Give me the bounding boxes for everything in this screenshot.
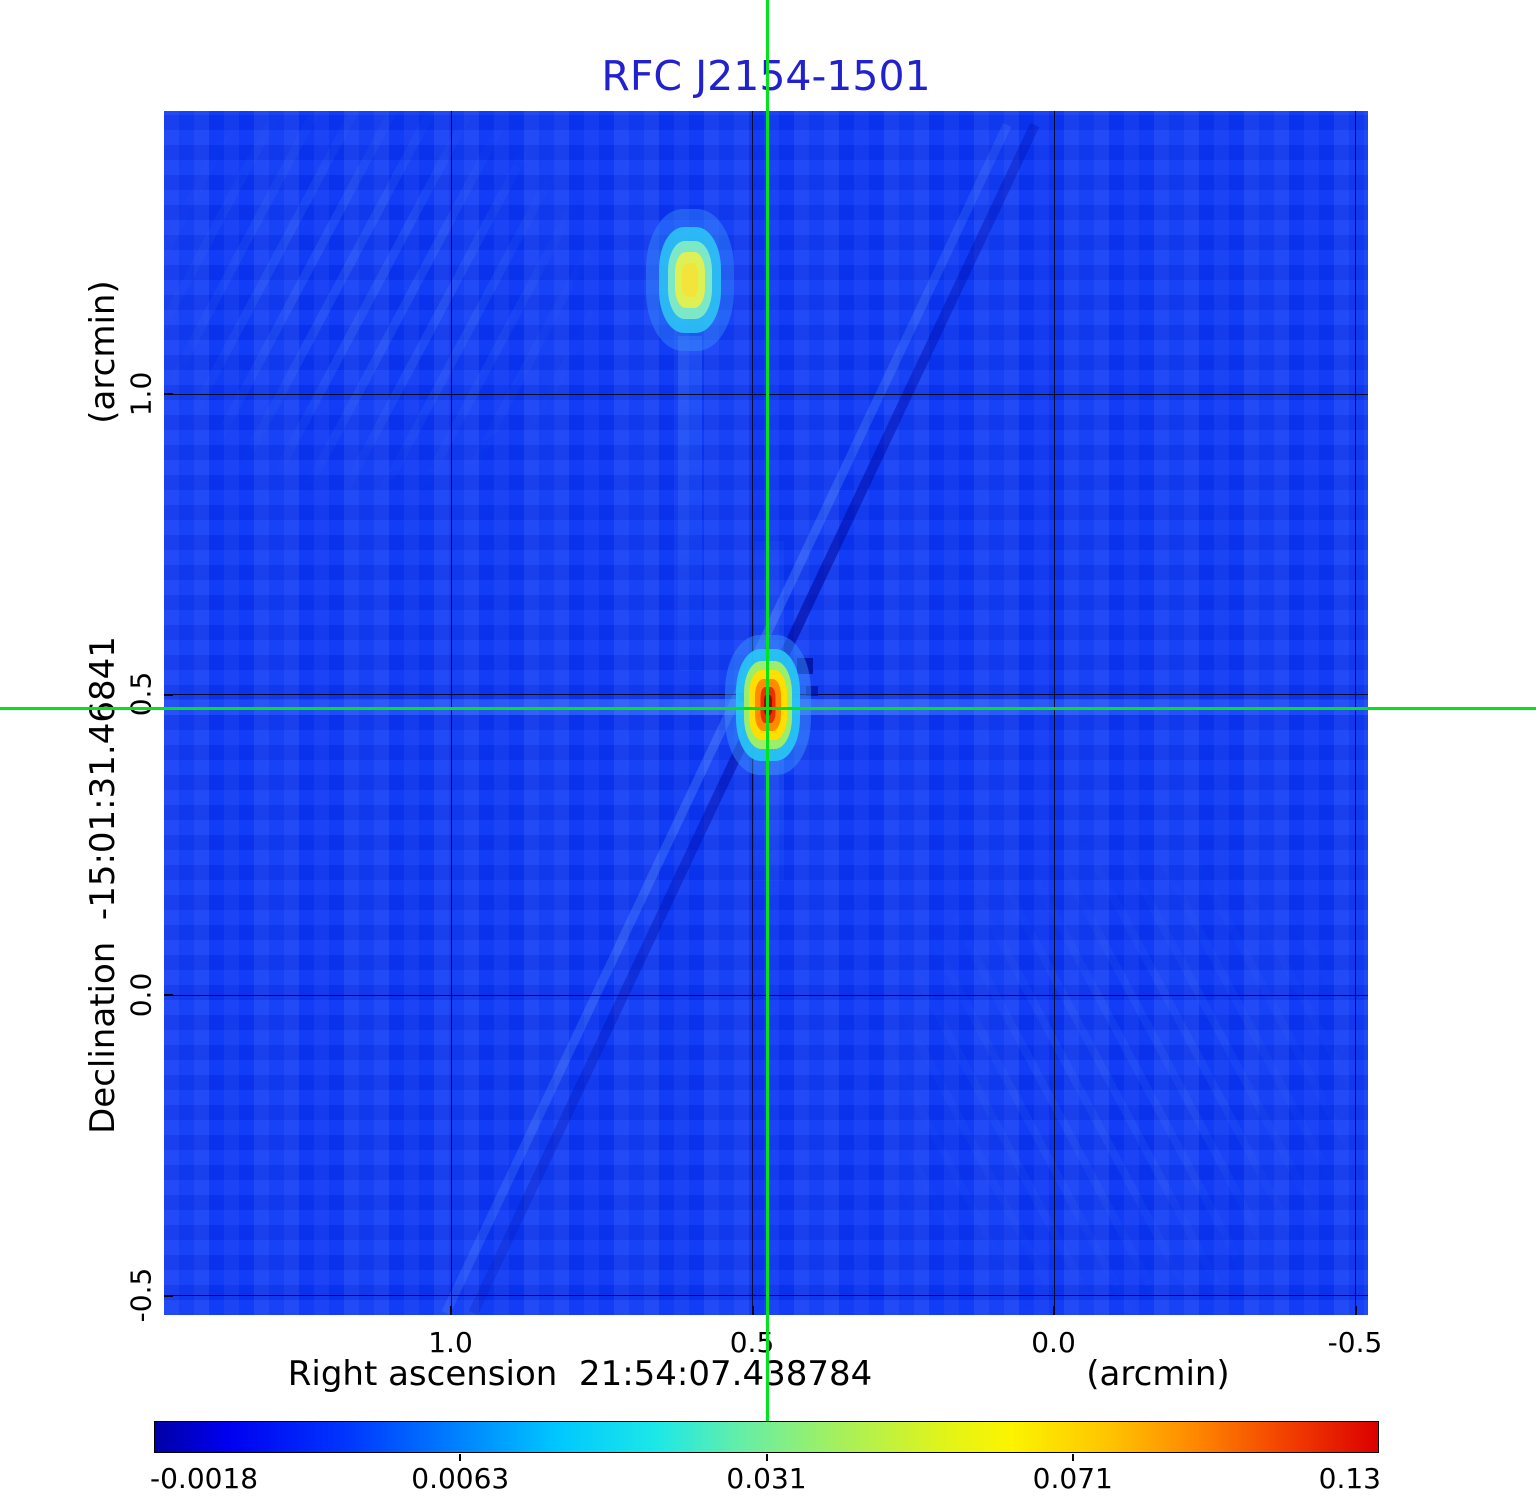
- y-axis-tick-label: -0.5: [124, 1267, 158, 1323]
- sidelobe-ripples-top-left: [164, 111, 604, 501]
- gridline-vertical: [1355, 111, 1356, 1315]
- colorbar-tick-label: 0.13: [1318, 1462, 1381, 1495]
- axis-tick-mark: [1053, 1306, 1055, 1315]
- x-axis-tick-label: 1.0: [428, 1326, 473, 1359]
- y-axis-tick-label: 1.0: [124, 371, 158, 416]
- x-axis-unit-label: (arcmin): [1086, 1354, 1230, 1394]
- axis-tick-mark: [164, 1294, 173, 1297]
- colorbar: [154, 1421, 1379, 1453]
- colorbar-tick-label: 0.071: [1032, 1462, 1113, 1495]
- colorbar-tick-mark: [1071, 1454, 1074, 1461]
- source-secondary-ring: [681, 262, 698, 297]
- x-axis-tick-label: 0.0: [1031, 1326, 1076, 1359]
- colorbar-tick-label: 0.031: [726, 1462, 807, 1495]
- y-axis-unit-label: (arcmin): [83, 280, 123, 424]
- axis-tick-mark: [450, 1306, 452, 1315]
- axis-tick-mark: [1354, 1306, 1357, 1315]
- axis-tick-mark: [164, 994, 173, 996]
- y-axis-tick-label: 0.0: [124, 972, 158, 1017]
- bright-column-band-secondary: [678, 336, 702, 671]
- dark-sidelobe-spot: [797, 658, 813, 674]
- colorbar-tick-label: 0.0063: [411, 1462, 510, 1495]
- x-axis-title: Right ascension 21:54:07.438784: [287, 1354, 873, 1394]
- sidelobe-ripples-bottom-right: [864, 831, 1368, 1315]
- axis-tick-mark: [751, 1306, 754, 1315]
- colorbar-tick-mark: [765, 1454, 768, 1461]
- gridline-vertical: [1053, 111, 1055, 1315]
- axis-tick-mark: [164, 693, 173, 696]
- figure-title: RFC J2154-1501: [601, 52, 931, 100]
- y-axis-title: Declination -15:01:31.46841: [83, 636, 123, 1134]
- colorbar-tick-label: -0.0018: [150, 1462, 259, 1495]
- dark-sidelobe-spot: [806, 686, 818, 696]
- crosshair-horizontal-line: [0, 706, 1536, 710]
- crosshair-vertical-line: [765, 0, 769, 1421]
- gridline-vertical: [450, 111, 452, 1315]
- colorbar-tick-mark: [459, 1454, 462, 1461]
- axis-tick-mark: [164, 393, 173, 395]
- x-axis-tick-label: -0.5: [1327, 1326, 1383, 1359]
